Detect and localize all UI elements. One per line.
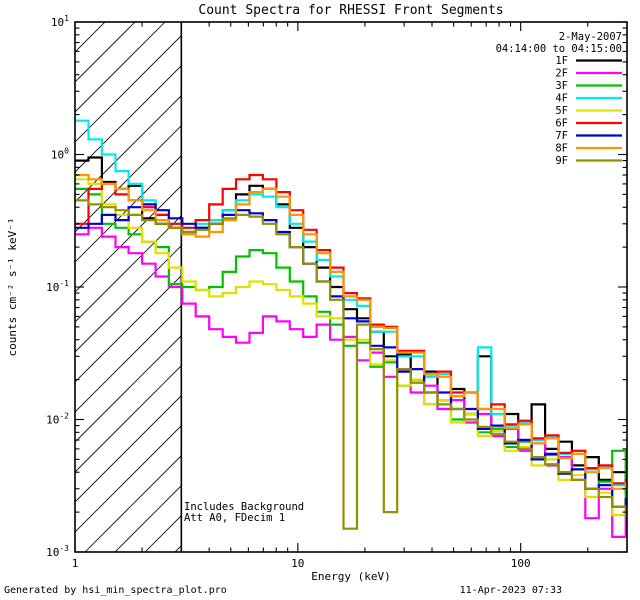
legend-label-3F: 3F [555,80,568,92]
series-2F [75,226,627,538]
note-includes-background: Includes Background [184,501,304,513]
x-axis-label: Energy (keV) [311,570,390,583]
y-tick-label: 10-2 [46,412,69,427]
legend-label-2F: 2F [555,68,568,80]
y-tick-label: 101 [51,14,69,29]
series-8F [75,173,627,490]
legend-label-6F: 6F [555,118,568,130]
tick-labels: 1 10 100 101 100 10-1 10-2 10-3 [46,14,531,570]
y-axis-label: counts cm⁻² s⁻¹ keV⁻¹ [6,217,19,356]
x-tick-label: 100 [511,557,531,570]
plot-frame [74,21,628,553]
generated-plot-layer: 1 10 100 101 100 10-1 10-2 10-3 1F2F3F4F5F6F7F8F… [46,14,628,570]
legend-label-8F: 8F [555,143,568,155]
footer-timestamp: 11-Apr-2023 07:33 [460,585,562,596]
legend-label-9F: 9F [555,155,568,167]
series-lines [75,119,627,538]
x-tick-label: 1 [72,557,79,570]
footer-generated-by: Generated by hsi_min_spectra_plot.pro [4,585,227,596]
y-tick-label: 100 [51,147,69,162]
legend-label-5F: 5F [555,105,568,117]
y-tick-label: 10-3 [46,544,69,559]
axis-ticks [74,21,628,553]
note-attenuator-state: Att A0, FDecim 1 [184,512,285,524]
legend-label-4F: 4F [555,93,568,105]
date-label: 2-May-2007 [559,31,622,43]
legend-label-1F: 1F [555,55,568,67]
y-tick-label: 10-1 [46,279,69,294]
time-range-label: 04:14:00 to 04:15:00 [496,43,622,55]
legend-label-7F: 7F [555,130,568,142]
chart-title: Count Spectra for RHESSI Front Segments [198,3,503,18]
x-tick-label: 10 [291,557,304,570]
hatched-region [75,22,182,552]
series-9F [75,199,627,530]
